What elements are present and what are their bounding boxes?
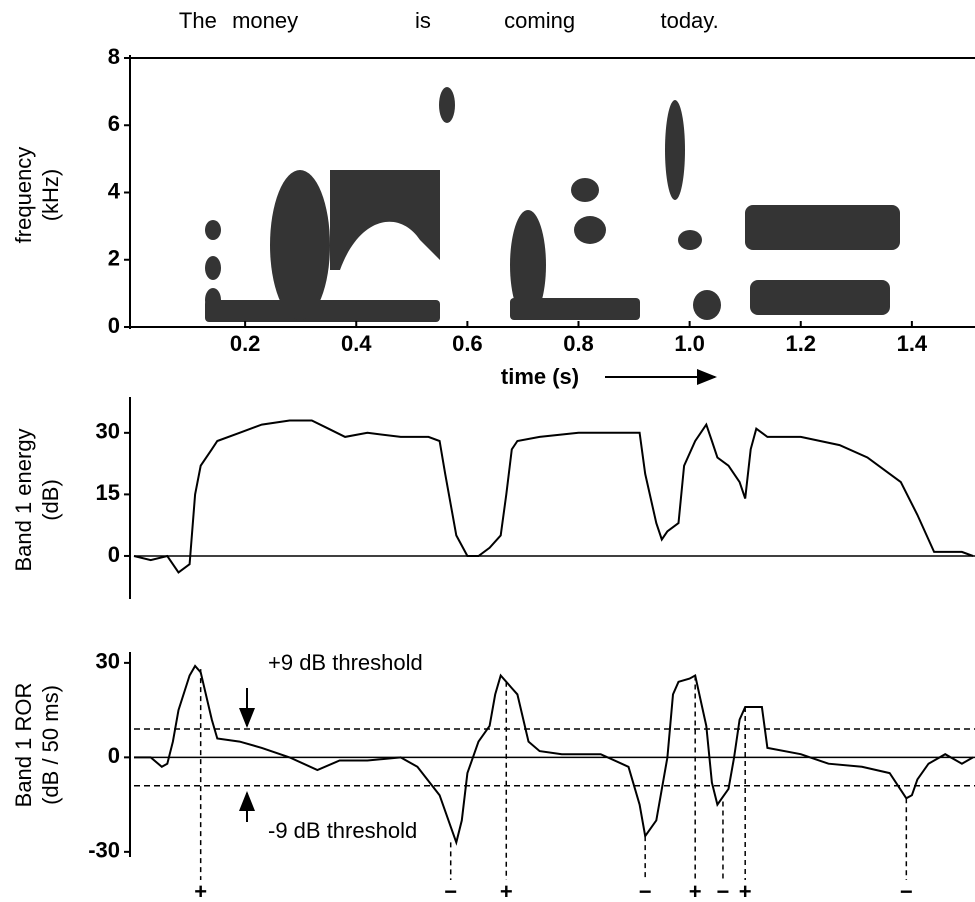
event-label: −	[639, 879, 652, 902]
x-tick-label: 1.4	[897, 331, 928, 356]
word: The	[179, 8, 217, 33]
x-tick-label: 0.4	[341, 331, 372, 356]
event-label: −	[717, 879, 730, 902]
y-tick-label: 30	[96, 649, 120, 674]
y-tick-label: 0	[108, 743, 120, 768]
plot-frame	[129, 57, 975, 328]
event-label: +	[739, 879, 752, 902]
x-axis-label: time (s)	[501, 364, 579, 389]
y-axis-label: frequency	[11, 147, 36, 244]
spectrogram-image	[205, 87, 900, 322]
word: is	[415, 8, 431, 33]
y-tick-label: 15	[96, 480, 120, 505]
y-tick-label: 4	[108, 178, 121, 203]
event-label: +	[689, 879, 702, 902]
data-line	[133, 419, 974, 574]
y-tick-label: 30	[96, 419, 120, 444]
event-label: +	[194, 879, 207, 902]
y-tick-label: 0	[108, 313, 120, 338]
y-axis-label: Band 1 energy	[11, 428, 36, 571]
x-tick-label: 0.6	[452, 331, 483, 356]
data-line	[134, 664, 974, 846]
y-axis-label: (dB / 50 ms)	[38, 685, 63, 805]
y-tick-label: 6	[108, 111, 120, 136]
x-tick-label: 1.2	[785, 331, 816, 356]
x-tick-label: 0.2	[230, 331, 261, 356]
y-tick-label: 2	[108, 246, 120, 271]
threshold-label: -9 dB threshold	[268, 818, 417, 843]
threshold-label: +9 dB threshold	[268, 650, 423, 675]
y-axis-label: (kHz)	[38, 169, 63, 222]
x-tick-label: 1.0	[674, 331, 705, 356]
y-tick-label: 8	[108, 44, 120, 69]
event-label: +	[500, 879, 513, 902]
word: money	[232, 8, 298, 33]
y-tick-label: -30	[88, 838, 120, 863]
y-axis-label: (dB)	[38, 479, 63, 521]
x-tick-label: 0.8	[563, 331, 594, 356]
event-label: −	[900, 879, 913, 902]
y-axis-label: Band 1 ROR	[11, 683, 36, 808]
word: coming	[504, 8, 575, 33]
word: today.	[660, 8, 718, 33]
event-label: −	[444, 879, 457, 902]
y-tick-label: 0	[108, 542, 120, 567]
